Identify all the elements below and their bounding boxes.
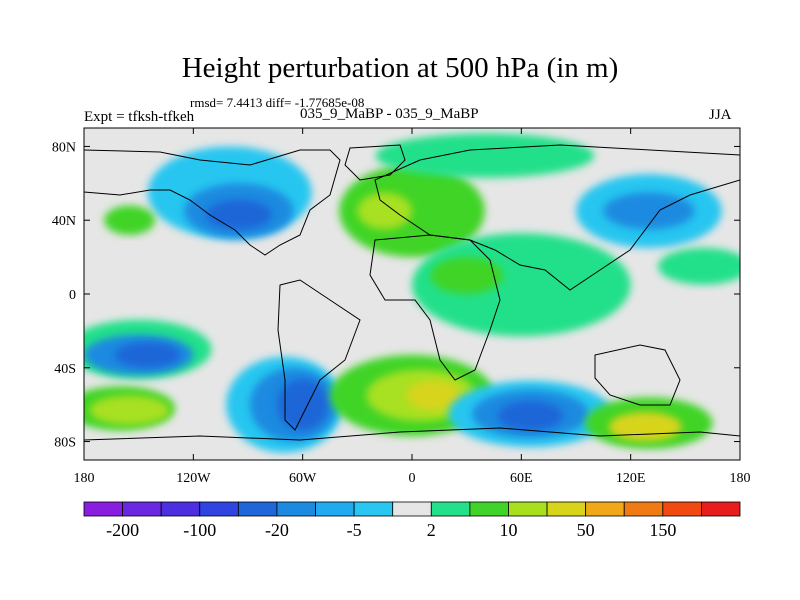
x-tick-label: 180 [730,471,751,486]
contour-region [497,400,564,431]
x-tick-label: 180 [74,471,95,486]
colorbar-swatch [508,501,548,517]
contour-region [430,257,504,294]
contour-region [339,164,485,258]
contour-field [84,133,740,453]
colorbar: -200 -100 -20 -5 2 10 50 150 [83,501,741,540]
y-tick-label: 80N [52,140,76,155]
experiment-label: Expt = tfksh-tfkeh [84,109,195,125]
colorbar-label: -200 [106,520,139,540]
colorbar-swatch [662,501,702,517]
contour-region [114,341,181,368]
colorbar-label: 50 [577,520,595,540]
season-label: JJA [709,107,732,123]
colorbar-swatch [315,501,355,517]
rmsd-subtitle: rmsd= 7.4413 diff= -1.77685e-08 [190,95,365,110]
x-tick-label: 120W [176,471,211,486]
x-axis: 180 120W 60W 0 60E 120E 180 [74,128,751,486]
colorbar-swatch [237,501,278,517]
y-axis: 80N 40N 0 40S 80S [52,140,740,451]
contour-region [375,133,595,178]
colorbar-label: -100 [183,520,216,540]
contour-region [206,199,272,230]
x-tick-label: 120E [616,471,646,486]
colorbar-swatch [392,501,432,517]
case-label: 035_9_MaBP - 035_9_MaBP [300,106,479,122]
contour-region [89,395,170,425]
colorbar-swatch [585,501,625,517]
colorbar-swatch [546,501,587,517]
contour-region [277,378,329,431]
colorbar-swatch [160,501,201,517]
colorbar-swatch [276,501,316,517]
colorbar-label: 2 [427,520,436,540]
colorbar-swatch [430,501,471,517]
contour-region [406,380,462,411]
chart-title: Height perturbation at 500 hPa (in m) [181,52,619,84]
colorbar-swatch [623,501,664,517]
contour-region [104,205,156,235]
x-tick-label: 0 [409,471,416,486]
y-tick-label: 80S [54,436,76,451]
y-tick-label: 40S [54,362,76,377]
colorbar-swatch [199,501,239,517]
contour-region [603,192,695,230]
contour-region [608,412,682,442]
colorbar-label: 10 [499,520,517,540]
colorbar-label: -20 [265,520,289,540]
y-tick-label: 40N [52,214,76,229]
colorbar-swatch [469,501,509,517]
colorbar-swatch [353,501,394,517]
colorbar-swatch [122,501,162,517]
colorbar-swatch [83,501,123,517]
colorbar-swatch [701,501,741,517]
contour-region [658,247,740,285]
x-tick-label: 60E [510,471,533,486]
x-tick-label: 60W [289,471,317,486]
coastlines [84,144,740,441]
colorbar-label: 150 [649,520,676,540]
contour-region [357,192,412,230]
colorbar-label: -5 [347,520,362,540]
y-tick-label: 0 [69,288,76,303]
